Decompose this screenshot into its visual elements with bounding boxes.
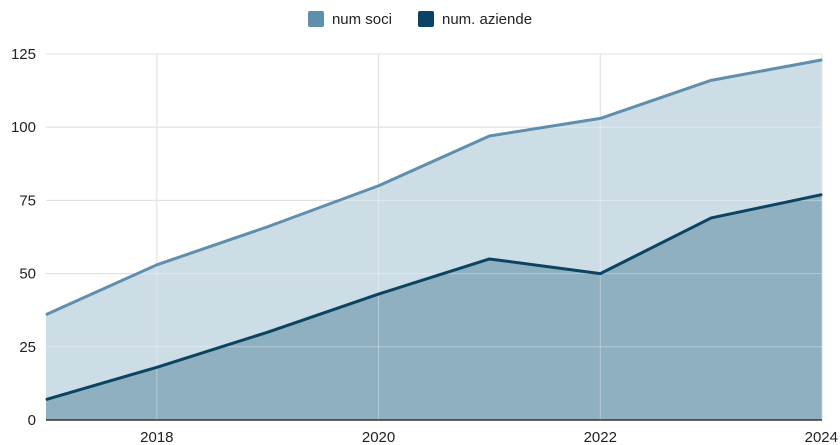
- point-num-aziende: [710, 217, 712, 219]
- y-tick-label: 75: [19, 192, 36, 209]
- x-tick-label: 2020: [362, 429, 395, 445]
- point-num-soci: [821, 59, 823, 61]
- y-tick-label: 125: [11, 46, 36, 63]
- point-num-soci: [267, 226, 269, 228]
- legend-label-num-soci: num soci: [331, 10, 392, 28]
- point-num-soci: [488, 135, 490, 137]
- chart-legend: num soci num. aziende: [0, 8, 840, 30]
- point-num-soci: [45, 314, 47, 316]
- point-num-aziende: [378, 293, 380, 295]
- y-tick-label: 0: [28, 412, 36, 429]
- y-tick-label: 25: [19, 339, 36, 356]
- point-num-aziende: [267, 331, 269, 333]
- point-num-aziende: [599, 273, 601, 275]
- line-num-aziende: [45, 193, 823, 401]
- y-tick-label: 100: [11, 119, 36, 136]
- point-num-aziende: [45, 399, 47, 401]
- area-num-aziende: [46, 194, 822, 420]
- legend-label-num-aziende: num. aziende: [441, 10, 533, 28]
- point-num-soci: [599, 117, 601, 119]
- legend-swatch-num-soci: [307, 11, 324, 27]
- point-num-soci: [378, 185, 380, 187]
- point-num-soci: [156, 264, 158, 266]
- point-num-aziende: [156, 366, 158, 368]
- x-tick-label: 2024: [805, 429, 838, 445]
- point-num-soci: [710, 79, 712, 81]
- legend-swatch-num-aziende: [417, 11, 434, 27]
- legend-item-num-soci: num soci: [307, 10, 392, 28]
- y-tick-label: 50: [19, 266, 36, 283]
- x-tick-label: 2018: [140, 429, 173, 445]
- legend-item-num-aziende: num. aziende: [417, 10, 533, 28]
- point-num-aziende: [488, 258, 490, 260]
- line-num-soci: [45, 58, 823, 316]
- point-num-aziende: [821, 194, 823, 196]
- x-tick-label: 2022: [584, 429, 617, 445]
